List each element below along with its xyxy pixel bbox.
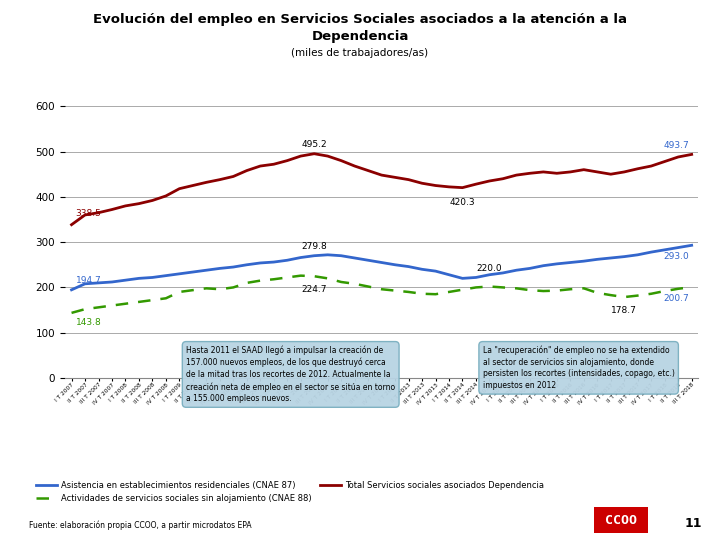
- Text: 224.7: 224.7: [302, 285, 327, 294]
- Text: 178.7: 178.7: [611, 306, 637, 315]
- Text: Dependencia: Dependencia: [311, 30, 409, 43]
- Text: 420.3: 420.3: [450, 198, 475, 207]
- Text: 338.5: 338.5: [76, 210, 102, 218]
- Text: 143.8: 143.8: [76, 318, 102, 327]
- Text: 200.7: 200.7: [663, 294, 689, 303]
- Text: (miles de trabajadores/as): (miles de trabajadores/as): [292, 48, 428, 58]
- Text: 220.0: 220.0: [477, 264, 503, 273]
- Text: Hasta 2011 el SAAD llegó a impulsar la creación de
157.000 nuevos empleos, de lo: Hasta 2011 el SAAD llegó a impulsar la c…: [186, 346, 395, 403]
- Legend: Asistencia en establecimientos residenciales (CNAE 87), Actividades de servicios: Asistencia en establecimientos residenci…: [33, 477, 548, 506]
- Text: La "recuperación" de empleo no se ha extendido
al sector de servicios sin alojam: La "recuperación" de empleo no se ha ext…: [482, 346, 675, 390]
- Text: Evolución del empleo en Servicios Sociales asociados a la atención a la: Evolución del empleo en Servicios Social…: [93, 14, 627, 26]
- Text: 279.8: 279.8: [302, 242, 327, 251]
- Text: CCOO: CCOO: [605, 514, 637, 526]
- Text: 194.7: 194.7: [76, 276, 102, 285]
- Text: 11: 11: [685, 517, 702, 530]
- Text: 293.0: 293.0: [663, 252, 689, 261]
- Text: Fuente: elaboración propia CCOO, a partir microdatos EPA: Fuente: elaboración propia CCOO, a parti…: [29, 521, 251, 530]
- Text: 493.7: 493.7: [663, 141, 689, 150]
- Text: 495.2: 495.2: [302, 140, 327, 149]
